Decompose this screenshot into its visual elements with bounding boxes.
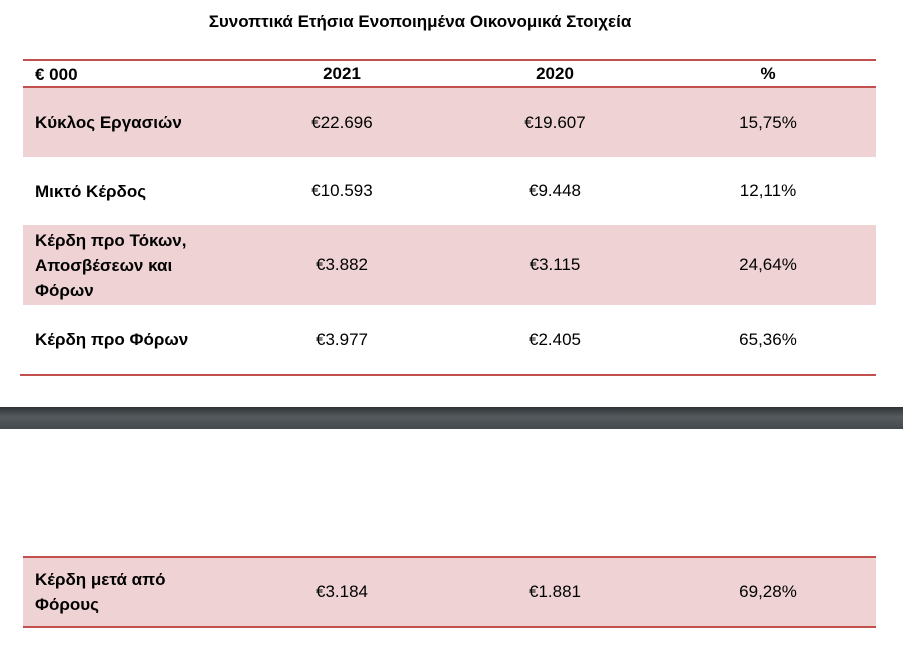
table-row: Κέρδη προ Φόρων €3.977 €2.405 65,36% [23, 305, 876, 374]
value-2021: €22.696 [311, 112, 373, 132]
row-label: Κέρδη προ Τόκων, Αποσβέσεων και Φόρων [35, 230, 187, 300]
table-header: € 000 2021 2020 % [23, 61, 876, 87]
value-2020: €19.607 [524, 112, 586, 132]
value-2020: €3.115 [529, 255, 581, 274]
row-label: Κύκλος Εργασιών [35, 113, 182, 132]
value-2021: €10.593 [311, 181, 373, 200]
header-percent: % [760, 64, 776, 83]
value-2021: €3.977 [316, 329, 368, 349]
document-title: Συνοπτικά Ετήσια Ενοποιημένα Οικονομικά … [208, 12, 632, 31]
value-2020: €1.881 [529, 582, 581, 601]
row-label: Κέρδη μετά από Φόρους [35, 570, 166, 614]
value-percent: 65,36% [739, 329, 797, 349]
header-2021: 2021 [323, 64, 361, 83]
table-row: Κύκλος Εργασιών €22.696 €19.607 15,75% [23, 88, 876, 157]
page-separator [0, 407, 903, 429]
value-percent: 24,64% [739, 255, 797, 274]
value-2021: €3.882 [316, 255, 368, 274]
value-2021: €3.184 [316, 582, 368, 601]
table-row: Κέρδη μετά από Φόρους €3.184 €1.881 69,2… [23, 558, 876, 626]
table-row: Μικτό Κέρδος €10.593 €9.448 12,11% [23, 157, 876, 225]
row-label: Κέρδη προ Φόρων [35, 330, 189, 349]
value-percent: 15,75% [739, 112, 797, 132]
table-bottom-rule [20, 374, 876, 376]
header-unit: € 000 [35, 64, 78, 84]
table-top-rule [23, 59, 876, 61]
header-2020: 2020 [536, 64, 574, 83]
table-bottom-rule [23, 626, 876, 628]
value-2020: €2.405 [529, 329, 581, 349]
value-percent: 69,28% [739, 582, 797, 601]
row-label: Μικτό Κέρδος [35, 181, 147, 201]
table-top-rule [23, 556, 876, 558]
header-rule [23, 86, 876, 88]
table-row: Κέρδη προ Τόκων, Αποσβέσεων και Φόρων €3… [23, 225, 876, 305]
value-percent: 12,11% [739, 181, 797, 200]
value-2020: €9.448 [529, 181, 581, 200]
